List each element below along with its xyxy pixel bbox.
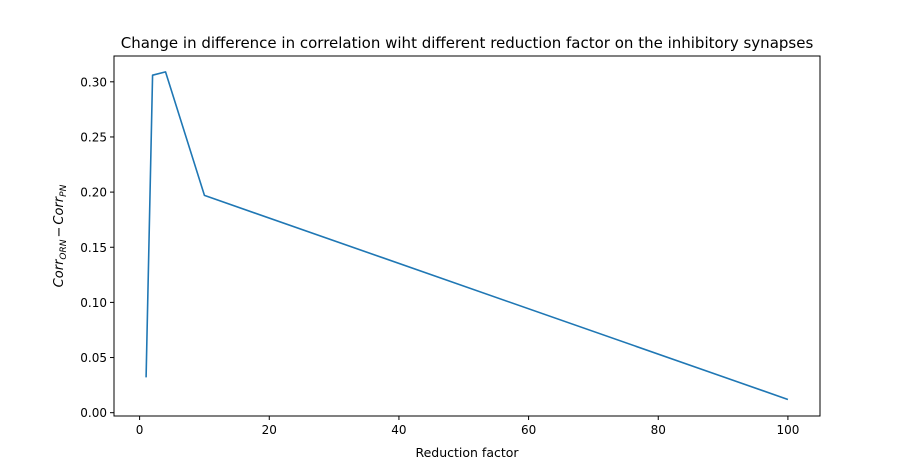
y-tick-label: 0.25 xyxy=(80,130,107,144)
x-tick-label: 60 xyxy=(521,423,536,437)
y-tick-label: 0.00 xyxy=(80,406,107,420)
x-tick-label: 100 xyxy=(776,423,799,437)
y-tick-label: 0.30 xyxy=(80,75,107,89)
y-tick-label: 0.20 xyxy=(80,186,107,200)
plot-area xyxy=(113,55,821,417)
y-label-sub-1: ORN xyxy=(59,239,69,259)
x-tick-label: 80 xyxy=(651,423,666,437)
series-group xyxy=(145,71,789,401)
chart-title: Change in difference in correlation wiht… xyxy=(121,34,814,52)
x-axis: 0 20 40 60 80 100 xyxy=(136,416,799,437)
y-label-sub-2: PN xyxy=(59,184,69,196)
y-tick-label: 0.05 xyxy=(80,351,107,365)
y-axis-label: CorrORN−CorrPN xyxy=(52,184,69,287)
y-label-base-1: Corr xyxy=(52,258,67,287)
y-axis: 0.00 0.05 0.10 0.15 0.20 0.25 0.30 xyxy=(80,75,114,420)
x-tick-label: 20 xyxy=(262,423,277,437)
y-label-minus: − xyxy=(52,227,67,238)
y-label-base-2: Corr xyxy=(52,195,67,224)
series-line-0 xyxy=(145,71,789,401)
x-tick-label: 0 xyxy=(136,423,144,437)
x-axis-label: Reduction factor xyxy=(415,445,519,460)
y-tick-label: 0.15 xyxy=(80,241,107,255)
x-tick-label: 40 xyxy=(391,423,406,437)
y-tick-label: 0.10 xyxy=(80,296,107,310)
